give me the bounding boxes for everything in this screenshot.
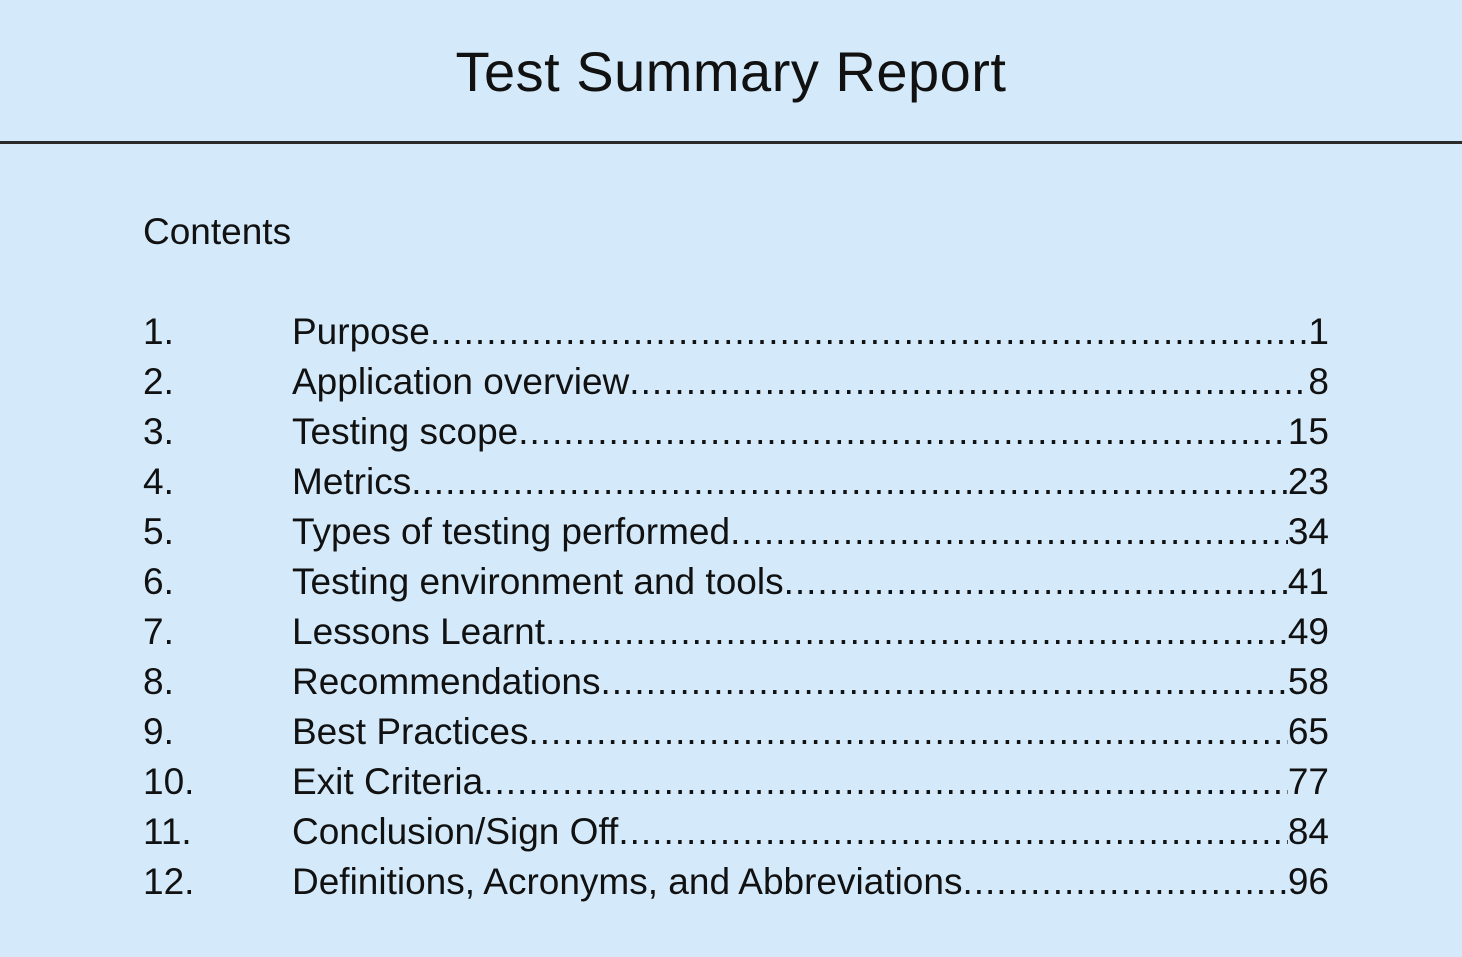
toc-entry-page: 65 <box>1287 711 1329 752</box>
toc-dot-leader <box>528 707 1287 757</box>
toc-dot-leader <box>411 457 1288 507</box>
toc-dot-leader <box>962 857 1287 907</box>
toc-entry-number: 6. <box>143 561 174 602</box>
toc-entry-number: 4. <box>143 461 174 502</box>
toc-entry-types-of-testing[interactable]: 5. Types of testing performed 34 <box>143 507 1329 557</box>
toc-entry-title: Testing environment and tools <box>292 561 784 602</box>
toc-entry-page: 77 <box>1287 761 1329 802</box>
toc-entry-recommendations[interactable]: 8. Recommendations 58 <box>143 657 1329 707</box>
toc-entry-page: 58 <box>1287 661 1329 702</box>
toc-entry-number: 11. <box>143 811 192 852</box>
toc-entry-application-overview[interactable]: 2. Application overview 8 <box>143 357 1329 407</box>
toc-dot-leader <box>600 657 1287 707</box>
toc-entry-page: 96 <box>1287 861 1329 902</box>
toc-entry-title: Metrics <box>292 461 412 502</box>
toc-entry-title: Recommendations <box>292 661 601 702</box>
title-divider <box>0 141 1462 144</box>
toc-dot-leader <box>483 757 1288 807</box>
toc-dot-leader <box>545 607 1288 657</box>
toc-entry-number: 5. <box>143 511 174 552</box>
toc-entry-title: Types of testing performed <box>292 511 731 552</box>
toc-entry-page: 8 <box>1308 361 1329 402</box>
contents-heading: Contents <box>143 211 292 252</box>
toc-entry-purpose[interactable]: 1. Purpose 1 <box>143 307 1329 357</box>
toc-dot-leader <box>618 807 1288 857</box>
toc-entry-exit-criteria[interactable]: 10. Exit Criteria 77 <box>143 757 1329 807</box>
toc-entry-definitions[interactable]: 12. Definitions, Acronyms, and Abbreviat… <box>143 857 1329 907</box>
toc-entry-testing-scope[interactable]: 3. Testing scope 15 <box>143 407 1329 457</box>
toc-entry-lessons-learnt[interactable]: 7. Lessons Learnt 49 <box>143 607 1329 657</box>
toc-entry-testing-environment[interactable]: 6. Testing environment and tools 41 <box>143 557 1329 607</box>
toc-entry-number: 7. <box>143 611 174 652</box>
toc-dot-leader <box>730 507 1288 557</box>
toc-dot-leader <box>518 407 1288 457</box>
toc-entry-best-practices[interactable]: 9. Best Practices 65 <box>143 707 1329 757</box>
page-title: Test Summary Report <box>455 40 1007 103</box>
toc-entry-title: Application overview <box>292 361 630 402</box>
toc-entry-number: 12. <box>143 861 195 902</box>
toc-entry-page: 34 <box>1287 511 1329 552</box>
toc-entry-metrics[interactable]: 4. Metrics 23 <box>143 457 1329 507</box>
toc-entry-conclusion[interactable]: 11. Conclusion/Sign Off 84 <box>143 807 1329 857</box>
toc-entry-title: Conclusion/Sign Off <box>292 811 619 852</box>
toc-entry-title: Lessons Learnt <box>292 611 546 652</box>
toc-dot-leader <box>629 357 1308 407</box>
toc-entry-title: Best Practices <box>292 711 529 752</box>
toc-entry-number: 9. <box>143 711 174 752</box>
toc-entry-title: Definitions, Acronyms, and Abbreviations <box>292 861 963 902</box>
toc-entry-number: 3. <box>143 411 174 452</box>
toc-entry-title: Testing scope <box>292 411 519 452</box>
toc-entry-number: 8. <box>143 661 174 702</box>
toc-entry-page: 84 <box>1287 811 1329 852</box>
toc-entry-page: 49 <box>1287 611 1329 652</box>
table-of-contents: 1. Purpose 1 2. Application overview 8 3… <box>143 307 1329 907</box>
toc-dot-leader <box>784 557 1288 607</box>
toc-entry-page: 23 <box>1287 461 1329 502</box>
toc-entry-page: 41 <box>1287 561 1329 602</box>
toc-entry-title: Purpose <box>292 311 430 352</box>
toc-entry-page: 15 <box>1287 411 1329 452</box>
toc-entry-title: Exit Criteria <box>292 761 484 802</box>
toc-entry-number: 2. <box>143 361 174 402</box>
toc-entry-number: 1. <box>143 311 174 352</box>
toc-entry-number: 10. <box>143 761 195 802</box>
toc-dot-leader <box>430 307 1309 357</box>
toc-entry-page: 1 <box>1308 311 1329 352</box>
